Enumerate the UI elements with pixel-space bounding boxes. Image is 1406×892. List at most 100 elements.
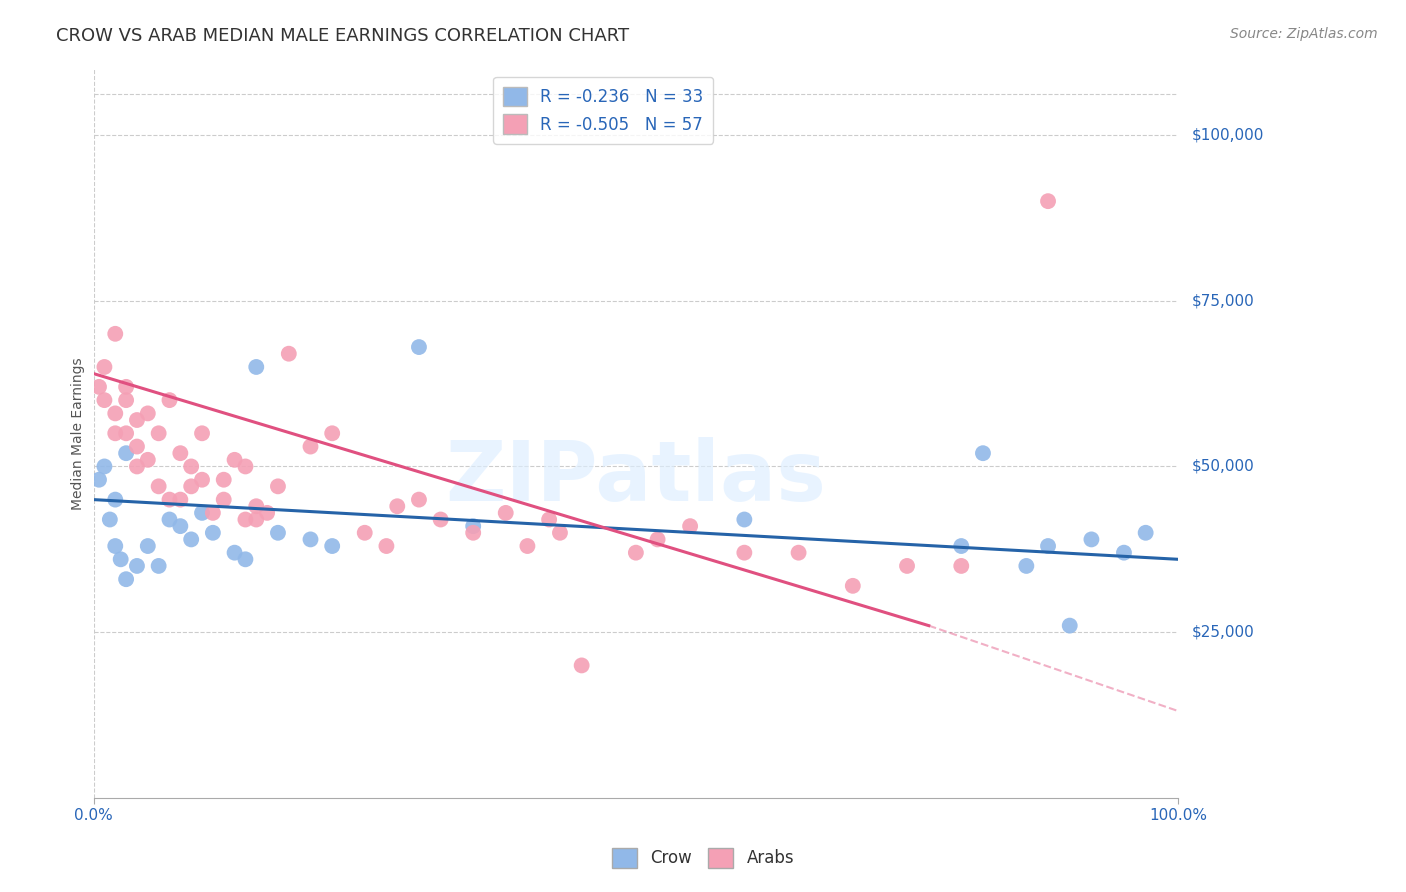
Point	[110, 552, 132, 566]
Point	[267, 479, 290, 493]
Point	[169, 519, 191, 533]
Point	[235, 459, 257, 474]
Point	[408, 340, 430, 354]
Text: CROW VS ARAB MEDIAN MALE EARNINGS CORRELATION CHART: CROW VS ARAB MEDIAN MALE EARNINGS CORREL…	[56, 27, 630, 45]
Point	[98, 512, 121, 526]
Text: Source: ZipAtlas.com: Source: ZipAtlas.com	[1230, 27, 1378, 41]
Point	[169, 446, 191, 460]
Point	[299, 440, 322, 454]
Point	[679, 519, 702, 533]
Point	[733, 546, 755, 560]
Text: $25,000: $25,000	[1192, 624, 1254, 640]
Point	[191, 426, 214, 441]
Point	[191, 473, 214, 487]
Point	[125, 558, 148, 573]
Point	[1036, 539, 1059, 553]
Point	[463, 525, 485, 540]
Point	[375, 539, 398, 553]
Point	[1112, 546, 1135, 560]
Point	[1080, 533, 1102, 547]
Point	[842, 579, 865, 593]
Point	[321, 426, 343, 441]
Point	[267, 525, 290, 540]
Text: $50,000: $50,000	[1192, 459, 1254, 474]
Point	[408, 492, 430, 507]
Text: $100,000: $100,000	[1192, 128, 1264, 143]
Point	[180, 459, 202, 474]
Point	[1059, 618, 1081, 632]
Point	[429, 512, 451, 526]
Point	[115, 572, 138, 586]
Point	[87, 380, 110, 394]
Point	[647, 533, 669, 547]
Point	[159, 492, 181, 507]
Text: ZIPatlas: ZIPatlas	[446, 436, 827, 517]
Point	[180, 533, 202, 547]
Point	[256, 506, 278, 520]
Point	[1135, 525, 1157, 540]
Point	[104, 492, 127, 507]
Point	[191, 506, 214, 520]
Point	[201, 525, 224, 540]
Point	[180, 479, 202, 493]
Legend: Crow, Arabs: Crow, Arabs	[605, 841, 801, 875]
Point	[950, 558, 973, 573]
Point	[93, 393, 115, 408]
Point	[87, 473, 110, 487]
Point	[1015, 558, 1038, 573]
Point	[104, 539, 127, 553]
Point	[136, 539, 159, 553]
Point	[321, 539, 343, 553]
Point	[125, 440, 148, 454]
Point	[624, 546, 647, 560]
Point	[538, 512, 561, 526]
Point	[148, 426, 170, 441]
Point	[1036, 194, 1059, 209]
Point	[104, 326, 127, 341]
Point	[104, 406, 127, 420]
Legend: R = -0.236   N = 33, R = -0.505   N = 57: R = -0.236 N = 33, R = -0.505 N = 57	[494, 77, 713, 144]
Point	[353, 525, 375, 540]
Point	[212, 473, 235, 487]
Point	[245, 512, 267, 526]
Point	[516, 539, 538, 553]
Point	[115, 393, 138, 408]
Point	[212, 492, 235, 507]
Point	[299, 533, 322, 547]
Point	[245, 359, 267, 374]
Point	[125, 413, 148, 427]
Point	[136, 406, 159, 420]
Point	[93, 359, 115, 374]
Point	[787, 546, 810, 560]
Point	[235, 512, 257, 526]
Point	[571, 658, 593, 673]
Point	[115, 426, 138, 441]
Point	[495, 506, 517, 520]
Point	[148, 558, 170, 573]
Point	[115, 380, 138, 394]
Point	[235, 552, 257, 566]
Point	[201, 506, 224, 520]
Point	[93, 459, 115, 474]
Point	[148, 479, 170, 493]
Point	[169, 492, 191, 507]
Point	[224, 452, 246, 467]
Point	[950, 539, 973, 553]
Point	[104, 426, 127, 441]
Point	[896, 558, 918, 573]
Y-axis label: Median Male Earnings: Median Male Earnings	[72, 357, 86, 509]
Point	[159, 512, 181, 526]
Point	[115, 446, 138, 460]
Point	[972, 446, 994, 460]
Point	[387, 500, 409, 514]
Point	[224, 546, 246, 560]
Point	[463, 519, 485, 533]
Point	[125, 459, 148, 474]
Point	[136, 452, 159, 467]
Point	[245, 500, 267, 514]
Point	[277, 347, 299, 361]
Point	[548, 525, 571, 540]
Point	[159, 393, 181, 408]
Text: $75,000: $75,000	[1192, 293, 1254, 308]
Point	[733, 512, 755, 526]
